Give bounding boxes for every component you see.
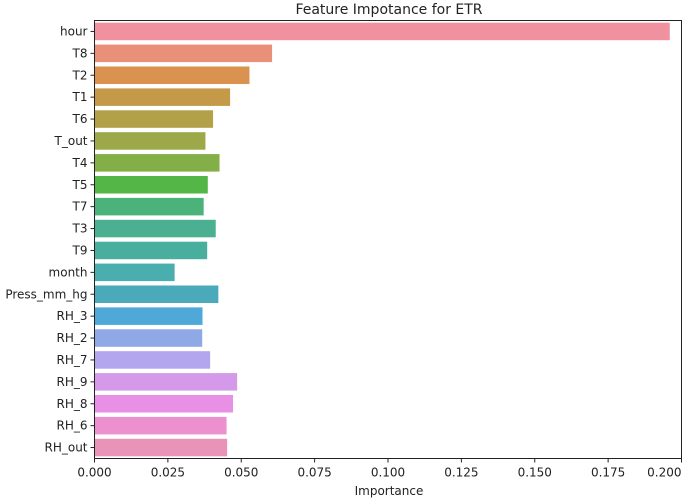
x-tick-label: 0.000 bbox=[77, 466, 111, 480]
bar-rh-6 bbox=[94, 416, 227, 435]
y-tick-label: T1 bbox=[72, 90, 88, 104]
bar-press-mm-hg bbox=[94, 285, 219, 304]
bar-t-out bbox=[94, 132, 206, 150]
bar-t2 bbox=[94, 66, 250, 85]
bar-t7 bbox=[94, 197, 204, 216]
y-tick-label: Press_mm_hg bbox=[5, 287, 87, 301]
y-tick-label: T5 bbox=[72, 178, 88, 192]
bar-rh-7 bbox=[94, 351, 211, 369]
y-tick-label: RH_8 bbox=[57, 397, 88, 411]
x-tick-label: 0.200 bbox=[647, 466, 681, 480]
x-axis-label: Importance bbox=[355, 484, 424, 498]
bar-rh-8 bbox=[94, 394, 234, 413]
bar-t8 bbox=[94, 44, 273, 63]
x-tick-label: 0.100 bbox=[371, 466, 405, 480]
bar-hour bbox=[94, 22, 670, 41]
y-tick-label: T8 bbox=[72, 46, 88, 60]
y-tick-label: RH_6 bbox=[57, 419, 88, 433]
x-tick-label: 0.175 bbox=[591, 466, 625, 480]
y-tick-label: T6 bbox=[72, 112, 88, 126]
x-axis-ticks: 0.000 0.025 0.050 0.075 0.100 0.125 0.150 0.175… bbox=[77, 458, 682, 480]
y-tick-label: RH_2 bbox=[57, 331, 88, 345]
plot-frame bbox=[94, 20, 682, 459]
chart-title: Feature Impotance for ETR bbox=[295, 2, 482, 18]
y-tick-label: hour bbox=[60, 24, 88, 38]
y-tick-label: T3 bbox=[72, 222, 88, 236]
bar-t4 bbox=[94, 154, 220, 172]
bar-rh-out bbox=[94, 438, 228, 457]
x-tick-label: 0.025 bbox=[151, 466, 185, 480]
bar-month bbox=[94, 263, 175, 282]
y-tick-label: RH_9 bbox=[57, 375, 88, 389]
bar-t9 bbox=[94, 241, 208, 260]
y-tick-label: T_out bbox=[54, 134, 88, 148]
bar-t1 bbox=[94, 88, 231, 106]
y-tick-label: RH_out bbox=[44, 441, 87, 455]
bar-rh-2 bbox=[94, 329, 203, 347]
bar-t5 bbox=[94, 175, 208, 194]
y-axis-ticks: hour T8 T2 T1 T6 T_out T4 T5 T7 T3 T9 month Press_mm… bbox=[5, 24, 95, 455]
x-tick-label: 0.075 bbox=[297, 466, 331, 480]
y-tick-label: T9 bbox=[72, 243, 88, 257]
x-tick-label: 0.150 bbox=[518, 466, 552, 480]
y-tick-label: month bbox=[49, 265, 88, 279]
bars-group bbox=[94, 22, 670, 457]
y-tick-label: RH_7 bbox=[57, 353, 88, 367]
bar-t3 bbox=[94, 219, 216, 238]
bar-t6 bbox=[94, 110, 214, 128]
x-tick-label: 0.050 bbox=[224, 466, 258, 480]
y-tick-label: T2 bbox=[72, 68, 88, 82]
y-tick-label: RH_3 bbox=[57, 309, 88, 323]
bar-rh-9 bbox=[94, 373, 238, 391]
x-tick-label: 0.125 bbox=[444, 466, 478, 480]
y-tick-label: T4 bbox=[72, 156, 88, 170]
y-tick-label: T7 bbox=[72, 200, 88, 214]
bar-rh-3 bbox=[94, 307, 203, 325]
